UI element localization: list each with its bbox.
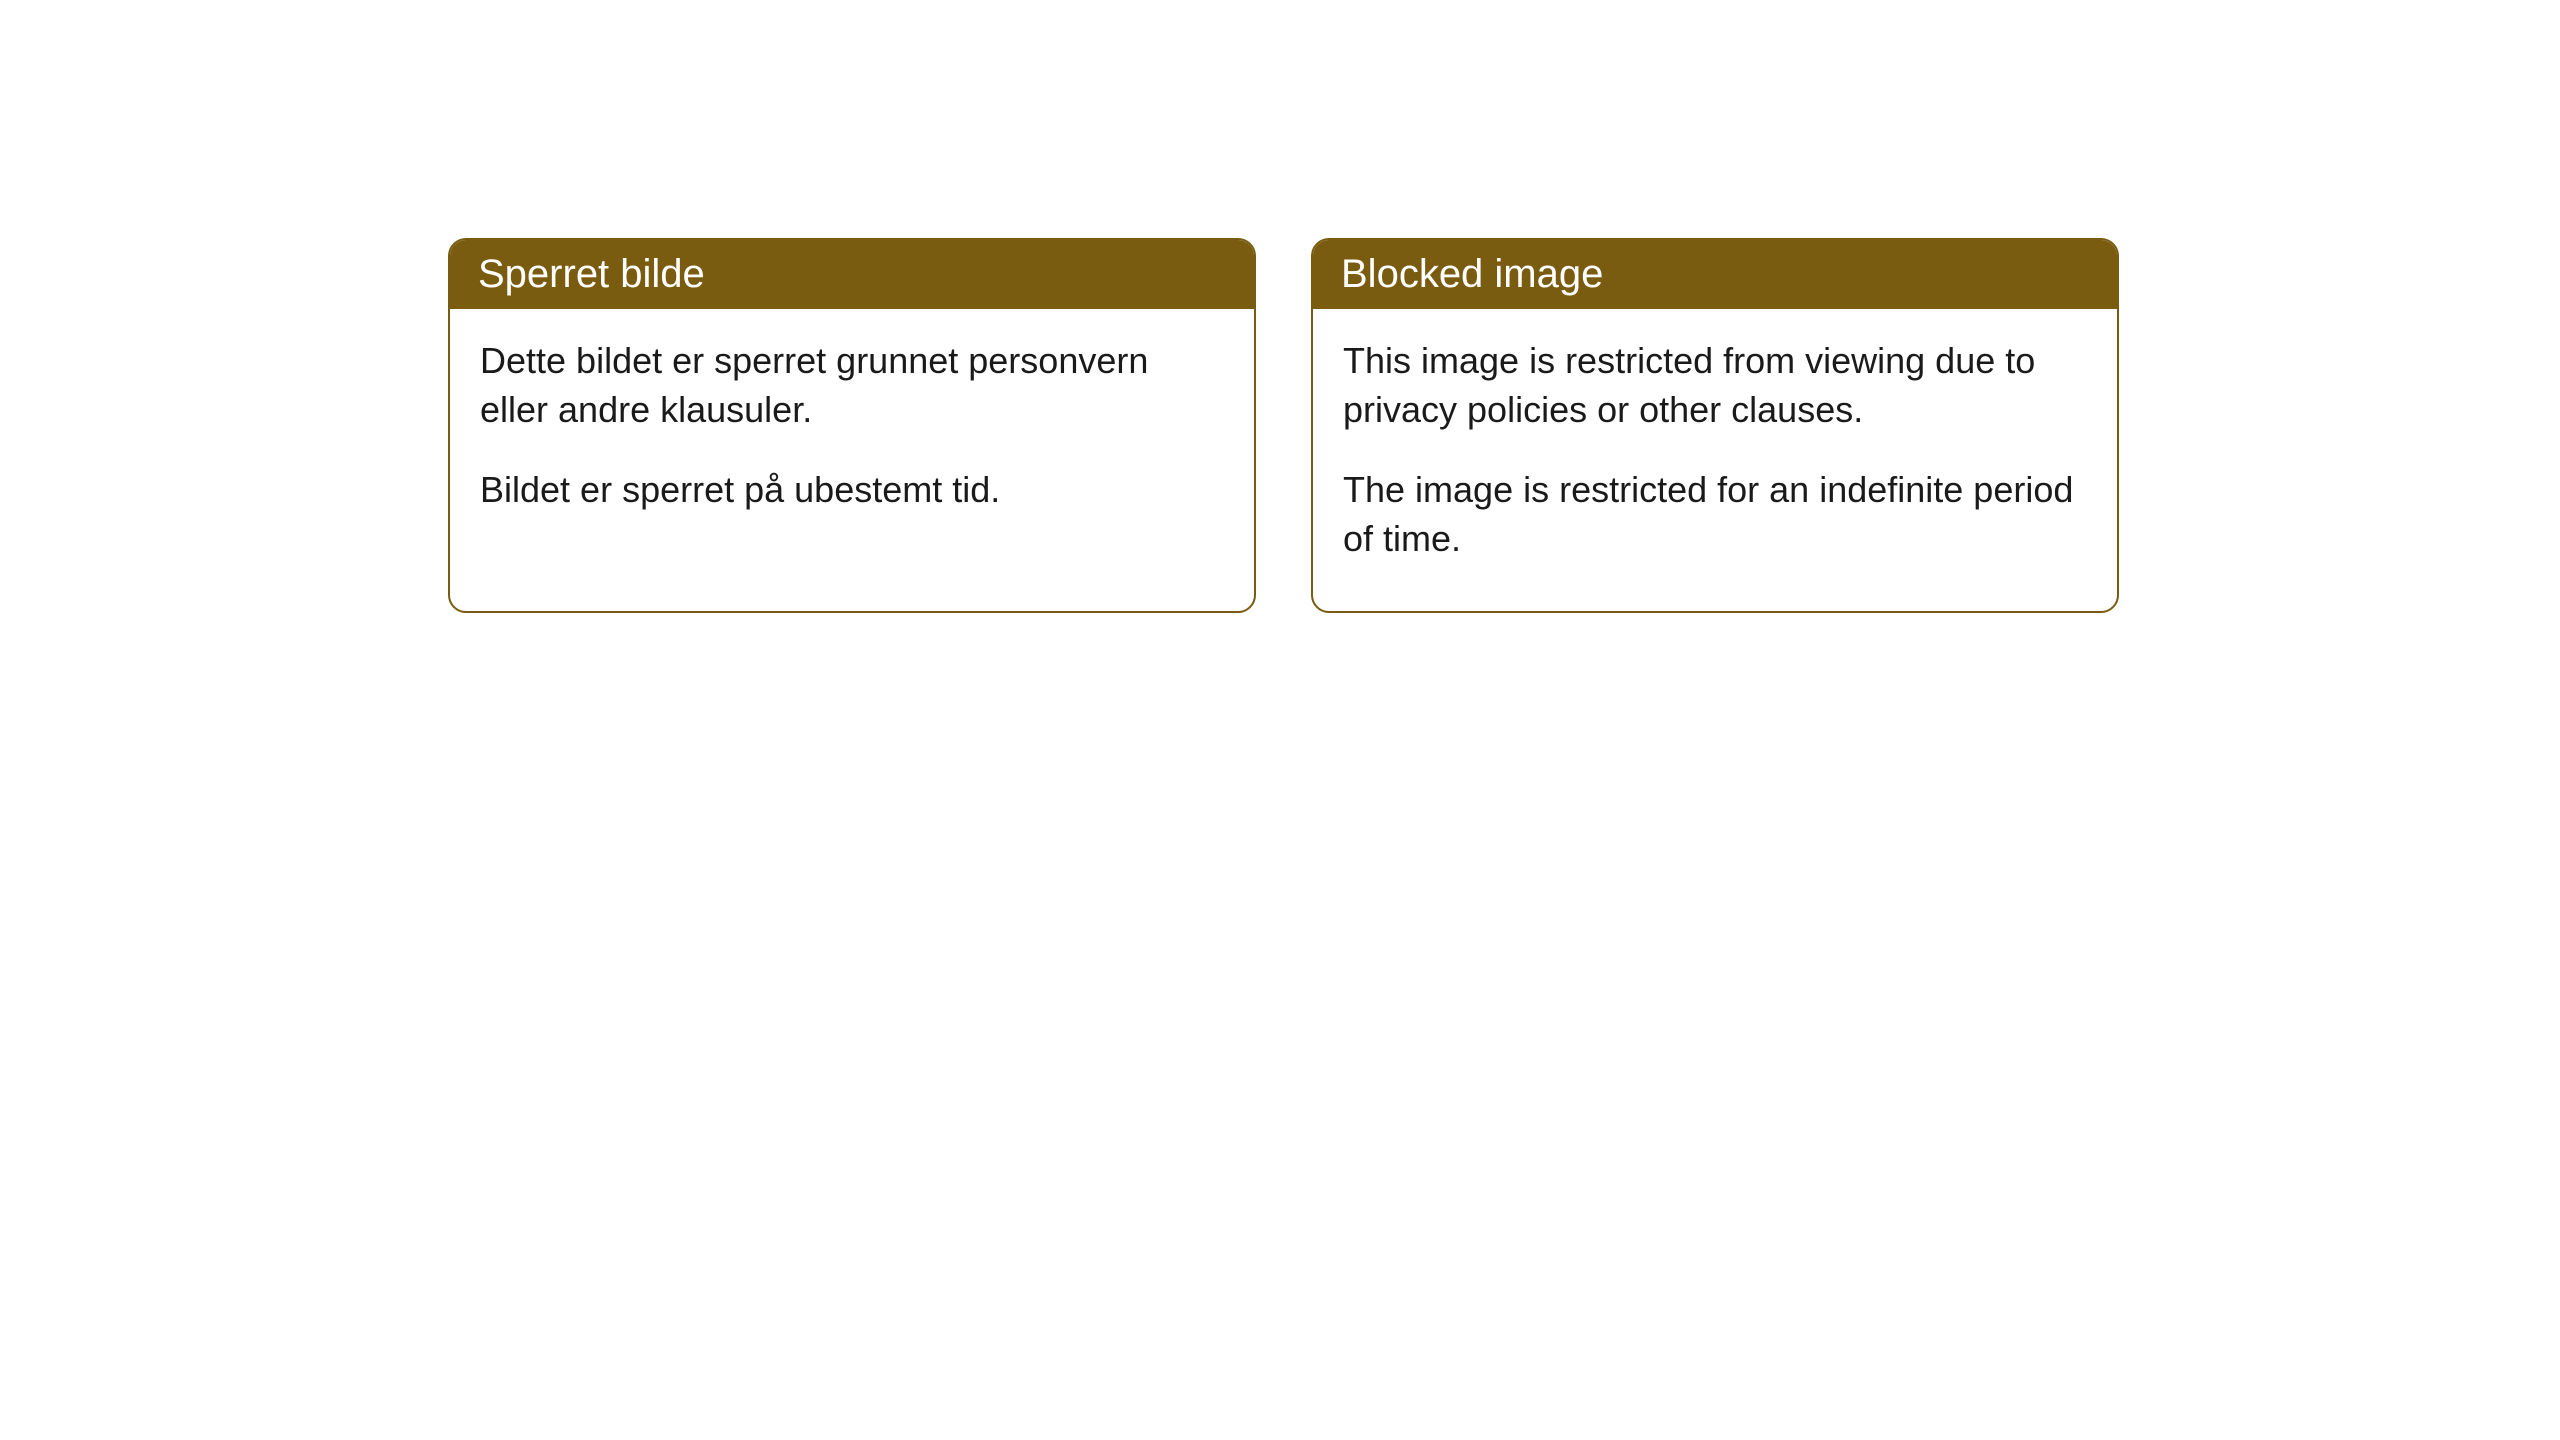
card-paragraph-1-english: This image is restricted from viewing du… — [1343, 337, 2087, 434]
card-title-norwegian: Sperret bilde — [478, 252, 705, 296]
card-body-english: This image is restricted from viewing du… — [1313, 309, 2117, 611]
card-header-english: Blocked image — [1313, 240, 2117, 309]
card-paragraph-1-norwegian: Dette bildet er sperret grunnet personve… — [480, 337, 1224, 434]
card-title-english: Blocked image — [1341, 252, 1603, 296]
card-paragraph-2-norwegian: Bildet er sperret på ubestemt tid. — [480, 466, 1224, 515]
notice-cards-container: Sperret bilde Dette bildet er sperret gr… — [0, 0, 2560, 613]
blocked-image-card-english: Blocked image This image is restricted f… — [1311, 238, 2119, 613]
card-body-norwegian: Dette bildet er sperret grunnet personve… — [450, 309, 1254, 563]
card-header-norwegian: Sperret bilde — [450, 240, 1254, 309]
blocked-image-card-norwegian: Sperret bilde Dette bildet er sperret gr… — [448, 238, 1256, 613]
card-paragraph-2-english: The image is restricted for an indefinit… — [1343, 466, 2087, 563]
